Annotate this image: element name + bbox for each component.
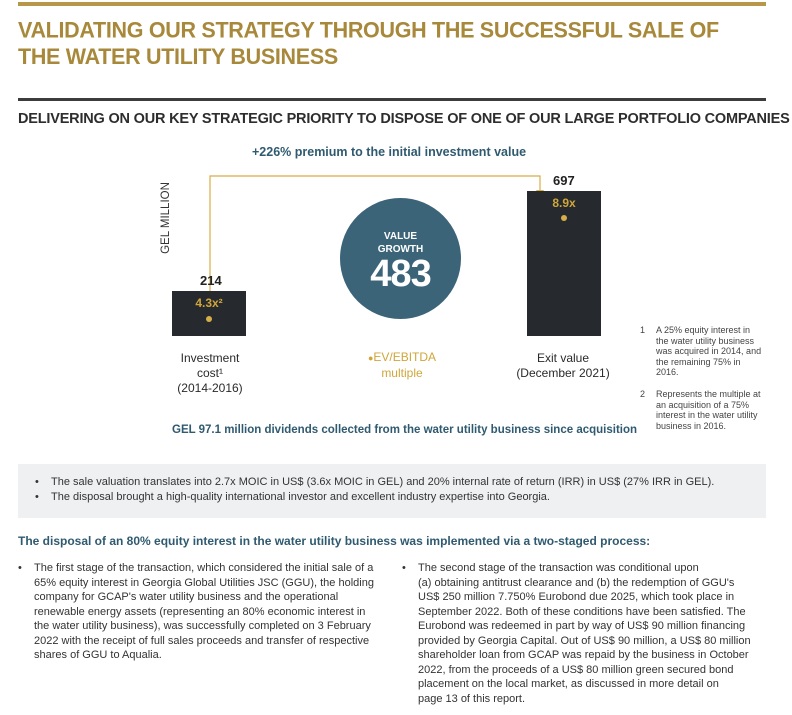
caption-exit: Exit value (December 2021) [507, 351, 619, 381]
multiple-investment: 4.3x² [195, 296, 223, 310]
highlights-box: The sale valuation translates into 2.7x … [18, 464, 766, 518]
text-line: shares of GGU to Aqualia. [34, 649, 162, 661]
list-item: The sale valuation translates into 2.7x … [35, 475, 714, 490]
caption-line: Investment [180, 351, 240, 365]
text-line: page 13 of this report. [418, 692, 526, 705]
caption-investment: Investment cost¹ (2014-2016) [160, 351, 260, 396]
text-line: renewable energy assets (representing an… [34, 605, 366, 618]
caption-line: Exit value [536, 351, 590, 365]
top-gold-rule [18, 2, 766, 6]
bar-investment-cost: 4.3x² [172, 291, 246, 336]
text-line: (a) obtaining antitrust clearance and (b… [418, 576, 735, 589]
footnote-1: 1 A 25% equity interest in the water uti… [640, 325, 766, 385]
y-axis-label: GEL MILLION [160, 182, 172, 254]
text-line: shareholder loan from GCAP was repaid by… [418, 649, 749, 661]
text-line: US$ 250 million 7.750% Eurobond due 2025… [418, 591, 735, 603]
text-line: The second stage of the transaction was … [418, 562, 699, 574]
premium-label: +226% premium to the initial investment … [252, 145, 527, 159]
text-line: September 2022. Both of these conditions… [418, 605, 746, 618]
multiple-dot-icon [206, 316, 212, 322]
value-growth-label-1: VALUE [383, 231, 418, 242]
section-subtitle: DELIVERING ON OUR KEY STRATEGIC PRIORITY… [18, 111, 790, 127]
ev-ebitda-legend: ●EV/EBITDA multiple [360, 350, 444, 381]
process-stage-1-text: The first stage of the transaction, whic… [34, 561, 374, 663]
text-line: placement on the local market, as discus… [418, 678, 719, 690]
bar-value-exit: 697 [553, 173, 575, 188]
value-growth-label-2: GROWTH [377, 244, 424, 255]
text-line: company for GCAP's water utility busines… [34, 591, 339, 603]
footnote-text: Represents the multiple at an acquisitio… [656, 389, 761, 431]
page-title: VALIDATING OUR STRATEGY THROUGH THE SUCC… [18, 17, 719, 70]
text-line: 2022, from the proceeds of a US$ 80 mill… [418, 663, 734, 676]
multiple-exit: 8.9x [552, 196, 576, 210]
highlights-list: The sale valuation translates into 2.7x … [35, 475, 714, 505]
ev-ebitda-line: multiple [381, 366, 423, 380]
caption-line: (2014-2016) [177, 381, 243, 395]
multiple-dot-icon [561, 215, 567, 221]
text-line: 65% equity interest in Georgia Global Ut… [34, 576, 374, 589]
footnote-number: 2 [640, 389, 646, 399]
footnote-text: A 25% equity interest in the water utili… [656, 325, 762, 378]
bullet: • [402, 562, 406, 574]
footnote-number: 1 [640, 325, 646, 335]
caption-line: (December 2021) [516, 366, 610, 380]
bullet: • [18, 562, 22, 574]
process-heading: The disposal of an 80% equity interest i… [18, 534, 651, 548]
text-line: 2022 with the receipt of full sales proc… [34, 634, 370, 647]
bar-exit-value: 8.9x [527, 191, 601, 336]
bar-value-investment: 214 [200, 273, 222, 288]
process-stage-1: • The first stage of the transaction, wh… [18, 561, 393, 671]
dividends-note: GEL 97.1 million dividends collected fro… [172, 424, 638, 436]
value-growth-number: 483 [370, 253, 431, 295]
value-growth-circle: VALUE GROWTH 483 [340, 198, 461, 319]
text-line: the water utility business), was success… [34, 620, 371, 632]
text-line: Eurobond was redeemed in part by way of … [418, 620, 746, 632]
text-line: provided by Georgia Capital. Out of US$ … [418, 634, 751, 647]
ev-ebitda-line: ●EV/EBITDA [367, 350, 437, 364]
section-divider [18, 98, 766, 101]
text-line: The first stage of the transaction, whic… [34, 562, 374, 574]
caption-line: cost¹ [196, 366, 223, 380]
list-item: The disposal brought a high-quality inte… [35, 490, 714, 505]
process-stage-2: • The second stage of the transaction wa… [402, 561, 772, 711]
footnote-2: 2 Represents the multiple at an acquisit… [640, 389, 766, 439]
process-stage-2-text: The second stage of the transaction was … [418, 561, 751, 706]
